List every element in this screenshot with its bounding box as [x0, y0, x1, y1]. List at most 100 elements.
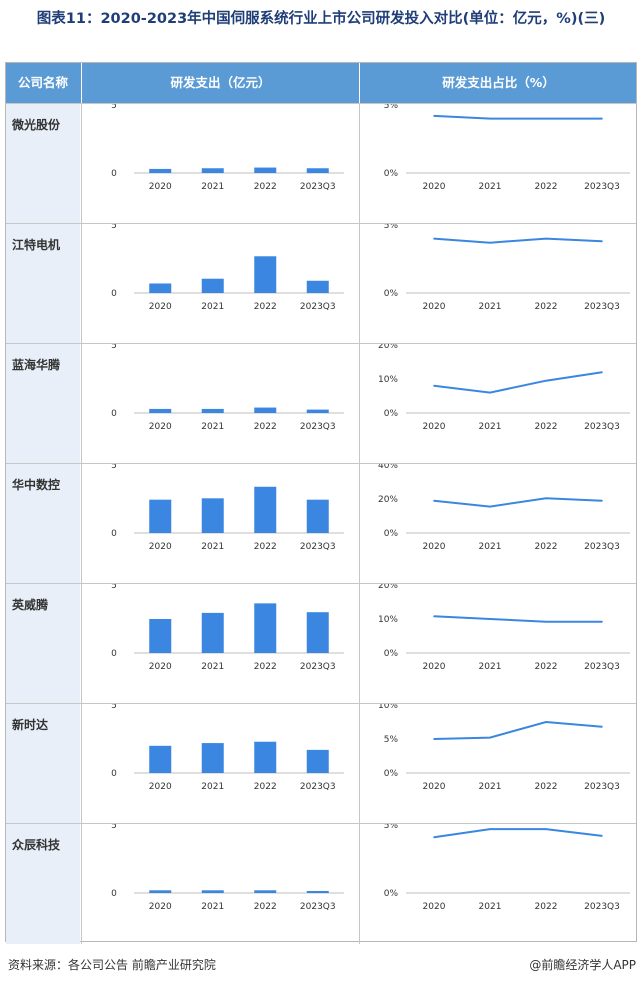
rd-ratio-line-chart: 0% 5% 10% 2020 2021 2022 2023Q3: [378, 704, 630, 792]
ratio-point: [545, 497, 547, 499]
bar: [254, 741, 277, 773]
line-y-tick-label: 0%: [384, 649, 399, 659]
rd-ratio-chart-cell: 0% 20% 40% 2020 2021 2022 2023Q3: [359, 464, 637, 584]
line-x-tick-label: 2020: [423, 782, 446, 792]
bar-x-tick-label: 2020: [149, 422, 172, 432]
line-x-tick-label: 2022: [535, 422, 558, 432]
ratio-point: [433, 237, 435, 240]
bar-x-tick-label: 2020: [149, 902, 172, 912]
line-y-tick-label: 20%: [378, 344, 398, 351]
bar-x-tick-label: 2021: [201, 302, 224, 312]
ratio-point: [601, 835, 603, 837]
rd-ratio-chart-cell: 0% 10% 20% 2020 2021 2022 2023Q3: [359, 584, 637, 704]
rd-ratio-line-chart: 0% 10% 20% 2020 2021 2022 2023Q3: [378, 584, 630, 672]
company-name-cell: 众辰科技: [6, 824, 80, 944]
bar-x-tick-label: 2023Q3: [300, 902, 336, 912]
ratio-point: [545, 237, 547, 240]
bar: [254, 603, 277, 653]
line-x-tick-label: 2022: [535, 902, 558, 912]
bar: [306, 280, 329, 293]
ratio-point: [489, 391, 491, 394]
table-header: 公司名称 研发支出（亿元） 研发支出占比（%）: [6, 63, 636, 103]
line-x-tick-label: 2023Q3: [584, 542, 620, 552]
bar: [254, 486, 277, 533]
line-x-tick-label: 2021: [479, 422, 502, 432]
bar: [306, 499, 329, 533]
line-x-tick-label: 2022: [535, 182, 558, 192]
bar-x-tick-label: 2021: [201, 782, 224, 792]
line-y-tick-label: 5%: [384, 824, 399, 831]
bar-x-tick-label: 2023Q3: [300, 542, 336, 552]
rd-expense-bar-chart: 0 5 2020 2021 2022 2023Q3: [111, 104, 344, 192]
bar-x-tick-label: 2022: [254, 662, 277, 672]
company-name: 新时达: [12, 718, 49, 732]
ratio-point: [545, 828, 547, 830]
ratio-point: [489, 117, 491, 120]
bar-x-tick-label: 2022: [254, 182, 277, 192]
line-x-tick-label: 2021: [479, 902, 502, 912]
bar-x-tick-label: 2021: [201, 422, 224, 432]
rd-ratio-line-chart: 0% 20% 40% 2020 2021 2022 2023Q3: [378, 464, 630, 552]
table-row: 众辰科技 0 5 2020 2021 2022 2023Q3 0% 5% 2020 2021 2022…: [6, 823, 636, 944]
table-row: 华中数控 0 5 2020 2021 2022 2023Q3 0% 20% 40% 2020 2021…: [6, 463, 636, 584]
ratio-point: [545, 379, 547, 382]
bar: [149, 619, 172, 653]
bar-y-tick-label: 5: [111, 704, 117, 711]
bar-x-tick-label: 2021: [201, 902, 224, 912]
company-name: 江特电机: [12, 238, 61, 252]
bar-x-tick-label: 2020: [149, 542, 172, 552]
bar: [306, 890, 329, 893]
rd-ratio-chart-cell: 0% 5% 10% 2020 2021 2022 2023Q3: [359, 704, 637, 824]
company-name-cell: 英威腾: [6, 584, 80, 704]
bar-x-tick-label: 2023Q3: [300, 662, 336, 672]
rd-expense-bar-chart: 0 5 2020 2021 2022 2023Q3: [111, 824, 344, 912]
header-rd-ratio: 研发支出占比（%）: [359, 63, 637, 103]
bar: [149, 499, 172, 533]
bar: [254, 256, 277, 293]
ratio-point: [433, 615, 435, 618]
ratio-point: [545, 620, 547, 623]
line-y-tick-label: 10%: [378, 615, 398, 625]
rd-ratio-chart-cell: 0% 5% 2020 2021 2022 2023Q3: [359, 224, 637, 344]
company-name-cell: 新时达: [6, 704, 80, 824]
ratio-point: [489, 505, 491, 508]
rd-expense-chart-cell: 0 5 2020 2021 2022 2023Q3: [81, 344, 359, 464]
bar-y-tick-label: 5: [111, 464, 117, 471]
bar: [254, 407, 277, 413]
bar-x-tick-label: 2022: [254, 902, 277, 912]
ratio-point: [433, 115, 435, 117]
bar-x-tick-label: 2021: [201, 542, 224, 552]
line-x-tick-label: 2020: [423, 422, 446, 432]
bar-x-tick-label: 2023Q3: [300, 302, 336, 312]
line-y-tick-label: 20%: [378, 584, 398, 591]
bar-y-tick-label: 0: [111, 649, 117, 659]
ratio-point: [433, 499, 435, 502]
bar-x-tick-label: 2020: [149, 782, 172, 792]
company-name: 微光股份: [12, 118, 61, 132]
line-x-tick-label: 2021: [479, 182, 502, 192]
bar-y-tick-label: 0: [111, 169, 117, 179]
ratio-point: [433, 385, 435, 387]
rd-expense-bar-chart: 0 5 2020 2021 2022 2023Q3: [111, 344, 344, 432]
ratio-point: [545, 721, 547, 723]
rd-expense-bar-chart: 0 5 2020 2021 2022 2023Q3: [111, 464, 344, 552]
bar: [149, 745, 172, 773]
bar: [201, 743, 224, 773]
bar-y-tick-label: 0: [111, 889, 117, 899]
ratio-point: [433, 738, 435, 740]
chart-title: 图表11：2020-2023年中国伺服系统行业上市公司研发投入对比(单位：亿元，…: [36, 11, 606, 27]
line-x-tick-label: 2021: [479, 302, 502, 312]
line-x-tick-label: 2021: [479, 542, 502, 552]
line-x-tick-label: 2022: [535, 662, 558, 672]
line-x-tick-label: 2023Q3: [584, 662, 620, 672]
company-name: 英威腾: [12, 598, 49, 612]
rd-expense-chart-cell: 0 5 2020 2021 2022 2023Q3: [81, 464, 359, 584]
line-x-tick-label: 2020: [423, 182, 446, 192]
line-y-tick-label: 0%: [384, 289, 399, 299]
ratio-series-line: [433, 371, 603, 394]
table-row: 英威腾 0 5 2020 2021 2022 2023Q3 0% 10% 20% 2020 2021 2…: [6, 583, 636, 704]
ratio-series-line: [433, 114, 602, 120]
rd-expense-bar-chart: 0 5 2020 2021 2022 2023Q3: [111, 704, 344, 792]
bar: [306, 612, 329, 653]
line-x-tick-label: 2021: [479, 782, 502, 792]
